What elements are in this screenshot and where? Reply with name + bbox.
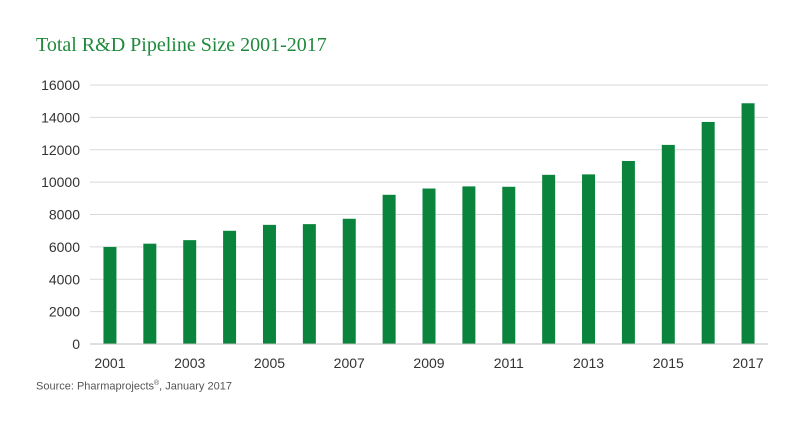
bar-2004 [223, 230, 237, 344]
x-tick-label: 2013 [573, 355, 604, 371]
bar-2007 [342, 218, 356, 344]
x-tick-label: 2011 [494, 355, 524, 371]
bars [103, 103, 755, 345]
bar-2011 [502, 186, 516, 344]
y-axis-ticks: 0 2000 4000 6000 8000 10000 12000 14000 16000 [41, 77, 80, 352]
x-tick-label: 2017 [732, 355, 763, 371]
chart-title: Total R&D Pipeline Size 2001-2017 [36, 34, 327, 56]
x-tick-label: 2009 [413, 355, 444, 371]
y-tick-label: 4000 [49, 271, 80, 287]
x-axis-ticks: 2001 2003 2005 2007 2009 2011 2013 2015 2017 [94, 355, 763, 371]
bar-2008 [382, 194, 396, 344]
bar-2002 [143, 243, 157, 344]
bar-2005 [262, 224, 276, 344]
bar-2017 [741, 103, 755, 345]
bar-2009 [422, 188, 436, 344]
bar-2014 [621, 160, 635, 344]
y-tick-label: 16000 [41, 77, 80, 93]
registered-mark: ® [154, 380, 160, 387]
bar-2006 [302, 224, 316, 344]
x-tick-label: 2005 [254, 355, 285, 371]
bar-2013 [582, 174, 596, 344]
x-tick-label: 2001 [94, 355, 125, 371]
y-tick-label: 14000 [41, 109, 80, 125]
x-tick-label: 2003 [174, 355, 205, 371]
y-tick-label: 6000 [49, 239, 80, 255]
bar-2012 [542, 174, 556, 344]
x-tick-label: 2007 [334, 355, 365, 371]
y-tick-label: 8000 [49, 207, 80, 223]
x-tick-label: 2015 [653, 355, 684, 371]
source-prefix: Source: Pharmaprojects [36, 380, 154, 393]
bar-2015 [661, 144, 675, 344]
bar-2003 [183, 240, 197, 344]
source-note: Source: Pharmaprojects®, January 2017 [36, 380, 232, 393]
bar-2010 [462, 186, 476, 344]
y-tick-label: 10000 [41, 174, 80, 190]
bar-2016 [701, 121, 715, 344]
y-tick-label: 0 [72, 336, 80, 352]
y-tick-label: 12000 [41, 142, 80, 158]
source-suffix: , January 2017 [159, 380, 232, 393]
y-tick-label: 2000 [49, 304, 80, 320]
bar-2001 [103, 246, 117, 344]
